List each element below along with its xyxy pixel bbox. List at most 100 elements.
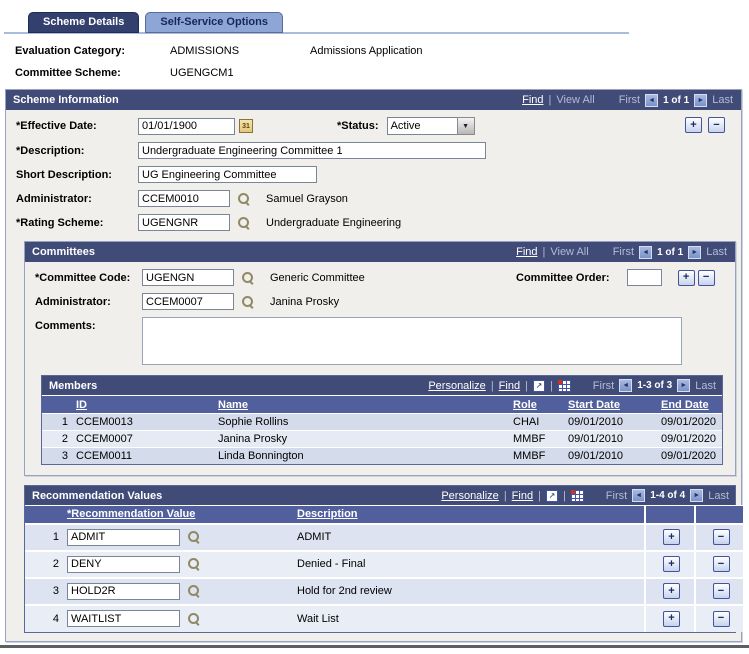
first-link[interactable]: First [612, 246, 635, 258]
column-header-role[interactable]: Role [513, 398, 537, 411]
row-number: 3 [25, 576, 63, 605]
effective-date-input[interactable] [138, 117, 235, 135]
view-all-popup-icon[interactable]: ↗ [545, 489, 558, 502]
last-link[interactable]: Last [695, 379, 716, 392]
members-table: ID Name Role Start Date End Date 1 CCEM0… [42, 395, 722, 464]
search-icon[interactable] [237, 192, 251, 206]
search-icon[interactable] [187, 530, 201, 544]
search-icon[interactable] [241, 295, 255, 309]
find-link[interactable]: Find [511, 489, 534, 502]
view-all-popup-icon[interactable]: ↗ [532, 379, 545, 392]
search-icon[interactable] [237, 216, 251, 230]
committee-order-input[interactable] [626, 269, 662, 286]
committee-administrator-input[interactable] [142, 293, 234, 310]
column-header-recommendation-value[interactable]: *Recommendation Value [67, 508, 196, 521]
last-link[interactable]: Last [708, 489, 729, 502]
personalize-link[interactable]: Personalize [441, 489, 499, 502]
personalize-link[interactable]: Personalize [428, 379, 486, 392]
member-start-date: 09/01/2010 [564, 447, 657, 464]
first-link[interactable]: First [605, 489, 628, 502]
dropdown-arrow-icon[interactable]: ▼ [456, 117, 475, 135]
next-arrow-icon[interactable]: ► [690, 489, 704, 502]
recommendation-value-input[interactable] [67, 555, 180, 573]
first-link[interactable]: First [592, 379, 615, 392]
column-header-description[interactable]: Description [297, 508, 358, 521]
administrator-input[interactable] [138, 190, 230, 207]
last-link[interactable]: Last [712, 94, 733, 106]
row-number: 2 [25, 549, 63, 578]
recommendation-value-input[interactable] [67, 582, 180, 600]
column-header-name[interactable]: Name [218, 398, 248, 411]
committee-code-label: *Committee Code: [35, 271, 131, 284]
first-link[interactable]: First [618, 94, 641, 106]
evaluation-category-label: Evaluation Category: [15, 45, 126, 57]
member-start-date: 09/01/2010 [564, 430, 657, 448]
column-header-end-date[interactable]: End Date [661, 398, 709, 411]
column-header-id[interactable]: ID [76, 398, 87, 411]
prev-arrow-icon[interactable]: ◄ [632, 489, 646, 502]
last-link[interactable]: Last [706, 246, 727, 258]
members-grid: Members Personalize | Find | ↗ | First [41, 375, 723, 465]
description-input[interactable] [138, 142, 486, 159]
member-end-date: 09/01/2020 [657, 430, 722, 448]
scheme-information-nav: Find | View All First ◄ 1 of 1 ► Last [522, 93, 733, 107]
member-role: CHAI [509, 413, 564, 431]
add-row-button[interactable]: + [663, 610, 680, 627]
add-row-button[interactable]: + [663, 529, 680, 545]
download-grid-icon[interactable] [570, 489, 584, 502]
next-arrow-icon[interactable]: ► [694, 93, 708, 107]
add-row-button[interactable]: + [684, 117, 702, 133]
row-counter: 1 of 1 [657, 246, 684, 258]
row-counter: 1 of 1 [663, 94, 690, 106]
effective-date-label: *Effective Date: [16, 120, 97, 132]
rating-scheme-label: *Rating Scheme: [16, 216, 104, 229]
scheme-row-actions: + − [682, 117, 725, 133]
member-end-date: 09/01/2020 [657, 447, 722, 464]
search-icon[interactable] [187, 557, 201, 571]
add-row-button[interactable]: + [677, 269, 695, 286]
tab-self-service-options[interactable]: Self-Service Options [145, 12, 283, 33]
administrator-label: Administrator: [16, 192, 92, 205]
find-link[interactable]: Find [516, 246, 538, 258]
search-icon[interactable] [241, 271, 255, 285]
recommendation-values-table: *Recommendation Value Description 1 ADMI… [25, 505, 743, 632]
prev-arrow-icon[interactable]: ◄ [639, 245, 653, 259]
prev-arrow-icon[interactable]: ◄ [645, 93, 659, 107]
member-name: Sophie Rollins [214, 413, 509, 431]
search-icon[interactable] [187, 612, 201, 626]
download-grid-icon[interactable] [557, 379, 571, 392]
recommendation-description: Denied - Final [293, 549, 645, 578]
next-arrow-icon[interactable]: ► [677, 379, 691, 392]
find-link[interactable]: Find [498, 379, 521, 392]
recommendation-values-title: Recommendation Values [32, 489, 163, 502]
delete-row-button[interactable]: − [712, 583, 730, 599]
status-select[interactable]: Active ▼ [386, 117, 475, 135]
committee-scheme-label: Committee Scheme: [15, 67, 121, 79]
recommendation-value-input[interactable] [67, 528, 180, 546]
search-icon[interactable] [187, 584, 201, 598]
add-row-button[interactable]: + [663, 583, 680, 599]
delete-row-button[interactable]: − [712, 610, 730, 627]
calendar-icon[interactable]: 31 [239, 119, 253, 133]
delete-row-button[interactable]: − [712, 529, 730, 545]
status-label: *Status: [337, 120, 379, 132]
view-all-link[interactable]: View All [550, 246, 589, 258]
prev-arrow-icon[interactable]: ◄ [619, 379, 633, 392]
table-row: 2 CCEM0007 Janina Prosky MMBF 09/01/2010… [42, 430, 722, 448]
view-all-link[interactable]: View All [556, 94, 595, 106]
tab-scheme-details[interactable]: Scheme Details [28, 12, 140, 33]
add-row-button[interactable]: + [663, 556, 680, 572]
recommendation-value-input[interactable] [67, 610, 180, 627]
next-arrow-icon[interactable]: ► [688, 245, 702, 259]
delete-row-button[interactable]: − [712, 556, 730, 572]
column-header-start-date[interactable]: Start Date [568, 398, 620, 411]
comments-textarea[interactable] [142, 317, 682, 365]
committees-section: Committees Find | View All First ◄ 1 of … [24, 241, 736, 476]
committee-code-input[interactable] [142, 269, 234, 286]
short-description-input[interactable] [138, 166, 317, 183]
rating-scheme-input[interactable] [138, 214, 230, 231]
delete-row-button[interactable]: − [697, 269, 715, 286]
find-link[interactable]: Find [522, 94, 544, 106]
delete-row-button[interactable]: − [708, 117, 725, 133]
